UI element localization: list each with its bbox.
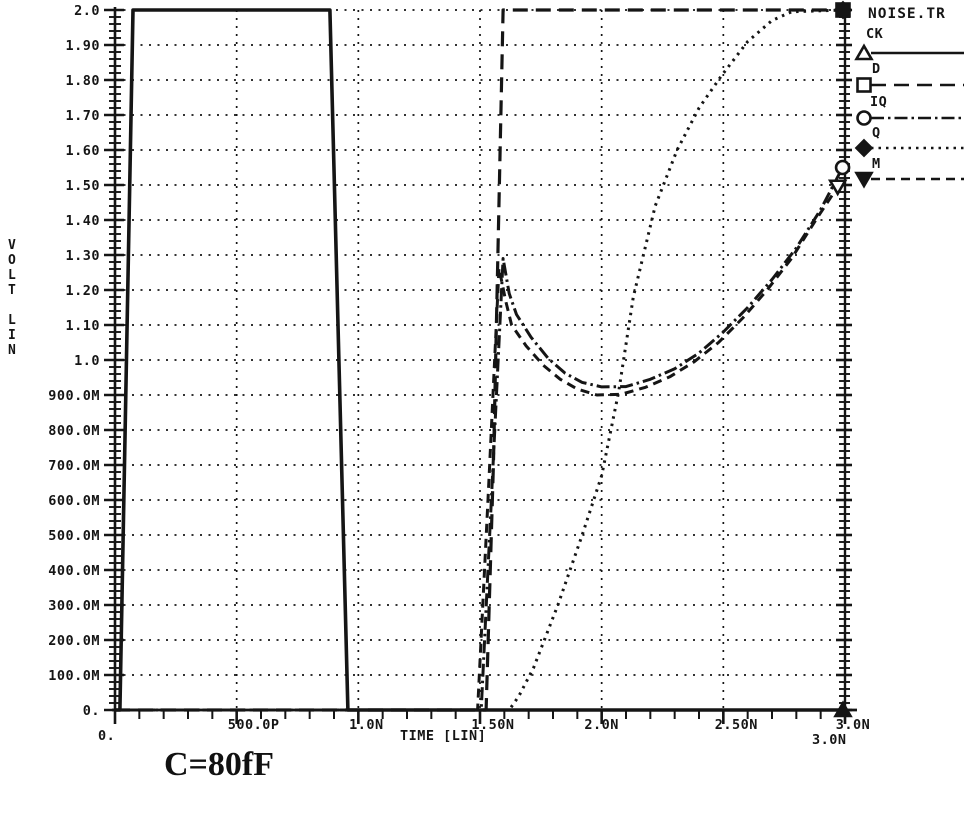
end-marker-CK xyxy=(833,700,853,718)
x-tick-label: 1.50N xyxy=(471,717,514,733)
y-tick-label: 1.70 xyxy=(65,108,100,124)
legend-label-q: Q xyxy=(872,125,881,141)
y-tick-label: 1.80 xyxy=(65,73,100,89)
trace-M xyxy=(115,185,839,712)
y-tick-label: 1.50 xyxy=(65,178,100,194)
y-tick-label: 500.0M xyxy=(48,528,100,544)
legend-samples xyxy=(854,43,964,189)
legend-title: NOISE.TR xyxy=(868,6,946,22)
y-tick-label: 1.20 xyxy=(65,283,100,299)
end-marker-IQ xyxy=(834,159,851,176)
legend-marker-CK xyxy=(854,43,874,61)
x-end-label: 3.0N xyxy=(812,732,847,748)
legend-label-d: D xyxy=(872,61,881,77)
y-tick-label: 2.0 xyxy=(74,3,100,19)
x-tick-label: 2.0N xyxy=(584,717,619,733)
legend-label-ck: CK xyxy=(866,26,884,42)
y-axis-title: V O L T L I N xyxy=(8,238,16,358)
y-tick-label: 200.0M xyxy=(48,633,100,649)
legend-marker-M xyxy=(854,171,874,189)
y-tick-label: 0. xyxy=(83,703,100,719)
x-tick-label: 1.0N xyxy=(349,717,384,733)
legend-label-iq: IQ xyxy=(870,94,888,110)
page-title: C=80fF xyxy=(164,746,275,783)
y-tick-label: 1.40 xyxy=(65,213,100,229)
legend: NOISE.TR CK D IQ Q M xyxy=(850,0,964,205)
x-tick-label: 2.50N xyxy=(715,717,758,733)
legend-marker-D xyxy=(856,77,872,93)
y-tick-label: 600.0M xyxy=(48,493,100,509)
x-origin-label: 0. xyxy=(98,728,116,744)
trace-D xyxy=(115,8,845,712)
y-tick-label: 1.30 xyxy=(65,248,100,264)
y-tick-label: 1.60 xyxy=(65,143,100,159)
legend-marker-Q xyxy=(854,138,874,158)
y-tick-label: 700.0M xyxy=(48,458,100,474)
y-tick-label: 300.0M xyxy=(48,598,100,614)
legend-label-m: M xyxy=(872,156,881,172)
x-tick-label: 500.0P xyxy=(228,717,280,733)
end-marker-Q xyxy=(833,0,853,20)
y-tick-label: 100.0M xyxy=(48,668,100,684)
y-tick-label: 1.0 xyxy=(74,353,100,369)
trace-IQ xyxy=(115,166,844,712)
y-tick-label: 900.0M xyxy=(48,388,100,404)
end-marker-M xyxy=(827,179,848,197)
y-tick-label: 1.10 xyxy=(65,318,100,334)
x-tick-label: 3.0N xyxy=(836,717,871,733)
y-tick-label: 400.0M xyxy=(48,563,100,579)
x-axis-title: TIME [LIN] xyxy=(400,728,487,744)
y-tick-label: 1.90 xyxy=(65,38,100,54)
y-tick-label: 800.0M xyxy=(48,423,100,439)
legend-marker-IQ xyxy=(856,110,872,126)
